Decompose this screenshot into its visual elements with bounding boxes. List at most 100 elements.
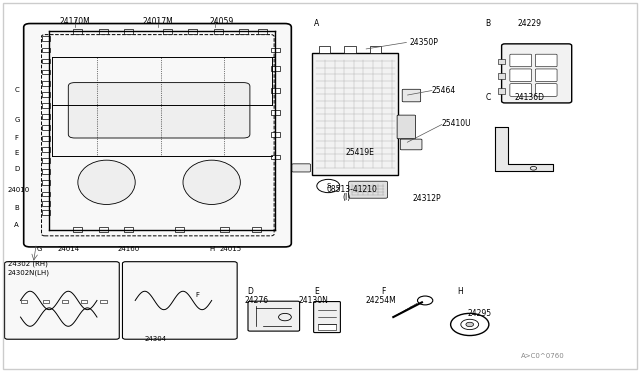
- FancyBboxPatch shape: [402, 89, 420, 102]
- Text: H: H: [458, 287, 463, 296]
- Bar: [499, 59, 505, 64]
- Text: H: H: [209, 246, 214, 252]
- Text: B: B: [486, 19, 491, 28]
- Text: 24136D: 24136D: [515, 93, 545, 102]
- Bar: [42, 169, 51, 174]
- Text: F: F: [14, 135, 18, 141]
- Text: 24350P: 24350P: [409, 38, 438, 46]
- Text: (I): (I): [342, 193, 351, 202]
- Text: S: S: [326, 183, 330, 189]
- Bar: [42, 125, 51, 130]
- Bar: [42, 210, 51, 215]
- Bar: [271, 155, 280, 160]
- Bar: [499, 88, 505, 94]
- Text: 24014: 24014: [57, 246, 79, 252]
- Bar: [74, 29, 83, 34]
- Text: C: C: [14, 87, 19, 93]
- Text: 24059: 24059: [209, 17, 234, 26]
- FancyBboxPatch shape: [510, 84, 532, 96]
- Bar: [99, 227, 108, 232]
- Text: 08513-41210: 08513-41210: [326, 185, 377, 194]
- Bar: [42, 180, 51, 185]
- Bar: [81, 300, 88, 303]
- Bar: [42, 70, 51, 74]
- Bar: [100, 300, 106, 303]
- Bar: [271, 110, 280, 115]
- Bar: [252, 227, 260, 232]
- FancyBboxPatch shape: [4, 262, 119, 339]
- Text: 24229: 24229: [518, 19, 541, 28]
- Text: G: G: [14, 116, 19, 122]
- Bar: [124, 227, 133, 232]
- Text: F: F: [196, 292, 200, 298]
- Bar: [42, 36, 51, 41]
- FancyBboxPatch shape: [510, 54, 532, 67]
- Text: C: C: [486, 93, 491, 102]
- Bar: [42, 48, 51, 52]
- Text: 24130N: 24130N: [299, 296, 328, 305]
- FancyBboxPatch shape: [248, 301, 300, 331]
- Text: 24010: 24010: [8, 187, 30, 193]
- Bar: [239, 29, 248, 34]
- FancyBboxPatch shape: [349, 181, 388, 198]
- Bar: [42, 114, 51, 119]
- Bar: [43, 300, 49, 303]
- FancyBboxPatch shape: [397, 115, 415, 139]
- Text: A>C0^0760: A>C0^0760: [521, 353, 565, 359]
- Text: 24017M: 24017M: [142, 17, 173, 26]
- Bar: [271, 48, 280, 52]
- Text: 24295: 24295: [467, 309, 492, 318]
- Text: 25464: 25464: [431, 86, 456, 94]
- Text: 24160: 24160: [118, 246, 140, 252]
- FancyBboxPatch shape: [122, 262, 237, 339]
- Bar: [271, 66, 280, 71]
- FancyBboxPatch shape: [536, 69, 557, 81]
- Bar: [258, 29, 267, 34]
- Text: 24312P: 24312P: [412, 195, 441, 203]
- Text: 24170M: 24170M: [60, 17, 90, 26]
- Text: D: D: [247, 287, 253, 296]
- Bar: [271, 132, 280, 137]
- FancyBboxPatch shape: [312, 53, 398, 175]
- Text: F: F: [381, 287, 386, 296]
- Bar: [42, 103, 51, 108]
- Bar: [20, 300, 27, 303]
- Text: A: A: [314, 19, 319, 28]
- Ellipse shape: [78, 160, 135, 205]
- Text: D: D: [14, 166, 19, 172]
- Text: A: A: [14, 222, 19, 228]
- Bar: [214, 29, 223, 34]
- Polygon shape: [495, 127, 552, 171]
- Text: 25419E: 25419E: [346, 148, 374, 157]
- Text: E: E: [314, 287, 319, 296]
- Bar: [319, 46, 330, 53]
- Circle shape: [466, 322, 474, 327]
- FancyBboxPatch shape: [68, 83, 250, 138]
- Bar: [99, 29, 108, 34]
- Bar: [42, 92, 51, 97]
- Bar: [42, 59, 51, 63]
- Text: 24302 (RH): 24302 (RH): [8, 260, 47, 267]
- Bar: [124, 29, 133, 34]
- FancyBboxPatch shape: [536, 84, 557, 96]
- Bar: [318, 324, 336, 330]
- Text: 24304: 24304: [145, 336, 167, 342]
- Bar: [163, 29, 172, 34]
- FancyBboxPatch shape: [400, 139, 422, 150]
- Bar: [42, 192, 51, 196]
- Bar: [344, 46, 356, 53]
- FancyBboxPatch shape: [292, 164, 310, 172]
- Bar: [370, 46, 381, 53]
- Text: E: E: [14, 150, 19, 156]
- Bar: [42, 158, 51, 163]
- Text: G: G: [37, 246, 42, 252]
- Bar: [62, 300, 68, 303]
- Bar: [175, 227, 184, 232]
- Bar: [42, 136, 51, 141]
- Text: B: B: [14, 205, 19, 211]
- Text: 24302N(LH): 24302N(LH): [8, 270, 50, 276]
- Bar: [42, 81, 51, 86]
- FancyBboxPatch shape: [510, 69, 532, 81]
- Bar: [42, 147, 51, 152]
- Text: 25410U: 25410U: [441, 119, 470, 128]
